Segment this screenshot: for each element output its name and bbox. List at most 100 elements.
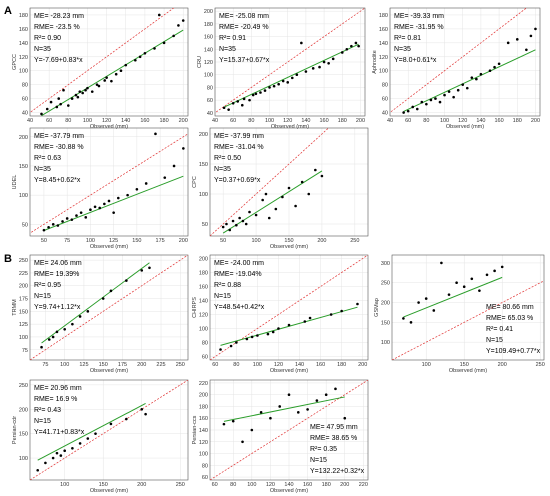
plot-frame (209, 254, 369, 361)
x-axis-label: Observed (mm) (449, 368, 487, 374)
x-tick-label: 100 (440, 118, 449, 124)
data-point (51, 456, 55, 460)
data-point (124, 63, 128, 67)
x-tick-label: 160 (303, 482, 312, 488)
x-tick-label: 75 (64, 238, 70, 244)
y-tick-label: 80 (207, 85, 213, 91)
x-axis-label: Observed (mm) (90, 124, 128, 130)
data-point (36, 468, 40, 472)
data-point (434, 97, 437, 100)
data-point (57, 97, 61, 100)
x-tick-label: 50 (220, 238, 226, 244)
y-tick-label: 200 (199, 132, 208, 138)
data-point (86, 310, 90, 313)
data-point (45, 107, 49, 111)
data-point (78, 315, 82, 318)
data-point (300, 180, 304, 184)
stat-line: N=15 (214, 293, 231, 300)
data-point (47, 338, 51, 341)
stat-line: R²= 0.63 (34, 155, 61, 162)
x-tick-label: 120 (458, 118, 467, 124)
x-tick-label: 75 (42, 362, 48, 368)
y-tick-label: 80 (202, 463, 208, 469)
y-tick-label: 140 (19, 41, 28, 47)
data-point (61, 220, 64, 223)
y-tick-label: 150 (19, 432, 28, 438)
data-point (294, 204, 297, 208)
data-point (110, 79, 113, 83)
x-tick-label: 80 (65, 118, 71, 124)
data-point (86, 437, 90, 440)
y-tick-label: 200 (381, 301, 390, 307)
data-point (181, 19, 185, 22)
y-tick-label: 80 (22, 83, 28, 89)
y-tick-label: 250 (19, 258, 28, 264)
data-point (63, 327, 66, 331)
data-point (109, 289, 113, 293)
regression-line (220, 306, 358, 346)
stat-line: R²= 0.81 (394, 35, 421, 42)
x-tick-label: 100 (265, 118, 274, 124)
data-point (95, 83, 99, 86)
y-tick-label: 100 (199, 327, 208, 333)
x-axis-label: Observed (mm) (271, 124, 309, 130)
data-point (261, 198, 264, 202)
data-point (112, 211, 115, 214)
data-point (478, 289, 481, 292)
stat-line: ME= -28.23 mm (34, 13, 84, 20)
y-tick-label: 150 (381, 320, 390, 326)
stat-line: RME= 16.9 % (34, 396, 77, 403)
data-point (144, 412, 147, 416)
stat-line: Y=48.54+0.42*x (214, 304, 265, 311)
x-tick-label: 160 (494, 118, 503, 124)
stat-line: N=35 (34, 166, 51, 173)
data-point (248, 210, 251, 214)
data-point (281, 79, 285, 83)
y-axis-label: GPCC (12, 54, 18, 70)
x-tick-label: 120 (266, 482, 275, 488)
data-point (254, 213, 258, 217)
data-point (268, 86, 271, 89)
panel-cru: 40 60 80 100 120 140 160 180 200 40 60 80 100 120 140 1… (197, 7, 366, 130)
y-axis-label: CHIRPS (192, 297, 198, 318)
data-point (235, 223, 238, 227)
y-tick-label: 150 (19, 164, 28, 170)
data-point (242, 97, 246, 101)
data-point (86, 86, 89, 90)
data-point (438, 100, 442, 104)
one-to-one-line (390, 8, 527, 113)
one-to-one-line (210, 128, 330, 236)
y-tick-label: 125 (19, 322, 28, 328)
data-point (236, 100, 240, 103)
data-point (327, 61, 330, 65)
data-point (94, 432, 97, 435)
y-tick-label: 160 (19, 27, 28, 33)
plot-frame (389, 7, 541, 117)
data-point (221, 225, 225, 229)
data-point (70, 97, 74, 100)
y-tick-label: 150 (199, 162, 208, 168)
data-point (493, 65, 496, 69)
stat-line: N=15 (34, 293, 51, 300)
stat-line: ME= -25.08 mm (219, 13, 269, 20)
data-point (125, 417, 128, 421)
x-tick-label: 40 (212, 118, 218, 124)
one-to-one-line (30, 380, 188, 480)
y-tick-label: 60 (202, 475, 208, 481)
data-point (303, 320, 307, 323)
y-axis-label: CPC (192, 176, 198, 188)
data-point (62, 88, 65, 92)
x-tick-label: 200 (137, 362, 146, 368)
stat-line: ME= 24.06 mm (34, 260, 82, 267)
data-point (55, 451, 59, 455)
x-tick-label: 60 (230, 118, 236, 124)
y-tick-label: 180 (199, 404, 208, 410)
x-tick-label: 160 (316, 362, 325, 368)
x-tick-label: 150 (99, 362, 108, 368)
y-axis-label: Persian-cdr (12, 416, 18, 444)
data-point (432, 309, 436, 312)
data-point (271, 330, 275, 334)
regression-line (41, 262, 150, 344)
x-tick-label: 220 (359, 482, 368, 488)
regression-line (403, 276, 503, 318)
